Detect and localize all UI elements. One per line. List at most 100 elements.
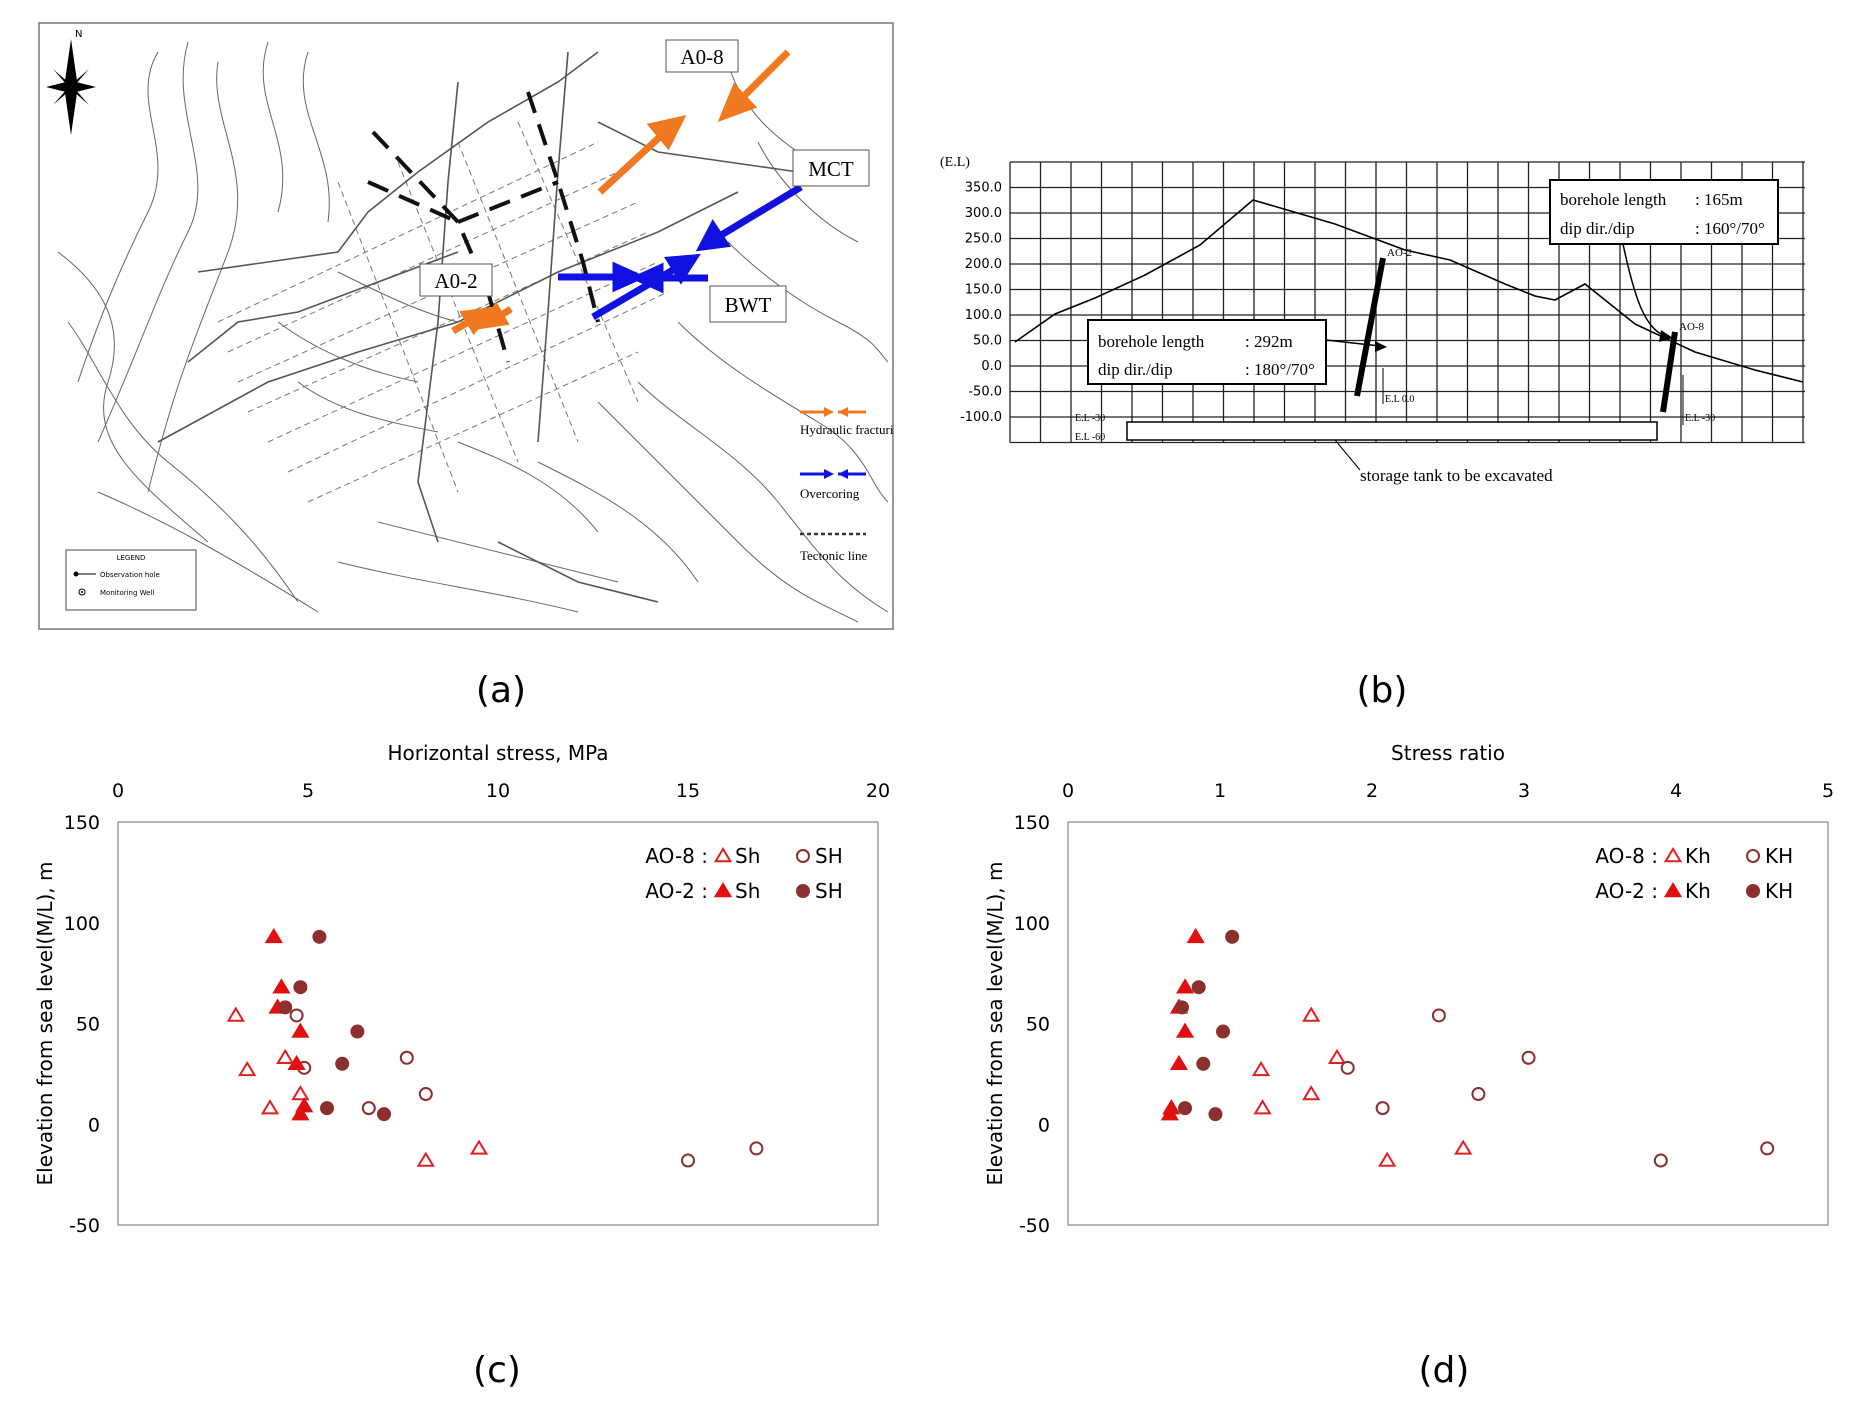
site-map-svg: N A0-8 — [38, 22, 907, 630]
chart-d-point-ao-2-kh — [1169, 1054, 1189, 1071]
hole-label-ao8: AO-8 — [1679, 321, 1705, 333]
section-y-tick-label: -50.0 — [968, 385, 1002, 400]
overcoring-arrows — [558, 184, 803, 321]
hydraulic-legend-label: Hydraulic fracturing — [800, 422, 894, 437]
chart-c-point-ao-8-sh — [361, 1101, 376, 1116]
chart-c-plot-area — [117, 821, 879, 1226]
svg-text:: 292m: : 292m — [1245, 332, 1293, 351]
info-box-ao8: borehole length : 165m dip dir./dip : 16… — [1549, 179, 1779, 245]
chart-c-legend-label: Sh — [735, 879, 760, 903]
chart-c-x-tick-label: 15 — [676, 780, 700, 802]
chart-d-y-tick-label: 150 — [1014, 812, 1050, 834]
svg-text:A0-8: A0-8 — [680, 45, 723, 69]
chart-d-point-ao-2-kh — [1178, 1101, 1193, 1116]
overcoring-legend-label: Overcoring — [800, 486, 860, 501]
chart-c-x-axis-title: Horizontal stress, MPa — [387, 741, 608, 765]
chart-c-y-tick-label: -50 — [69, 1215, 100, 1237]
chart-c-x-tick-label: 0 — [112, 780, 124, 802]
el-label-30a: E.L -30 — [1075, 413, 1105, 424]
chart-d-point-ao-8-kh — [1521, 1050, 1536, 1065]
chart-c-point-ao-2-sh — [320, 1101, 334, 1116]
chart-d-point-ao-8-kh — [1340, 1060, 1355, 1075]
chart-d-legend-label: Kh — [1685, 844, 1711, 868]
chart-d-y-tick-label: -50 — [1019, 1215, 1050, 1237]
north-arrow: N — [46, 29, 96, 135]
chart-c-point-ao-2-sh — [293, 980, 308, 995]
svg-text:MCT: MCT — [808, 157, 854, 181]
chart-d-legend-label: Kh — [1685, 879, 1711, 903]
chart-c-legend-label: SH — [815, 879, 843, 903]
chart-c-point-ao-8-sh — [260, 1099, 280, 1115]
chart-d-x-axis-title: Stress ratio — [1391, 741, 1505, 765]
caption-d: (d) — [1418, 1350, 1470, 1391]
chart-c-point-ao-2-sh — [291, 1105, 310, 1121]
chart-d-x-tick-label: 2 — [1366, 780, 1378, 802]
section-y-tick-label: 100.0 — [965, 308, 1002, 323]
chart-d-x-tick-label: 4 — [1670, 780, 1682, 802]
chart-d-y-tick-label: 100 — [1014, 913, 1050, 935]
section-y-tick-label: 350.0 — [965, 181, 1002, 196]
chart-c-svg: Horizontal stress, MPa Elevation from sea… — [33, 741, 890, 1237]
section-y-tick-label: 200.0 — [965, 257, 1002, 272]
chart-d-x-tick-label: 0 — [1062, 780, 1074, 802]
svg-text:Observation hole: Observation hole — [100, 571, 160, 579]
chart-c-legend-marker — [796, 884, 810, 898]
tectonic-legend-label: Tectonic line — [800, 548, 868, 563]
caption-b: (b) — [1356, 670, 1408, 711]
chart-c-y-tick-label: 50 — [76, 1014, 100, 1036]
svg-text:: 180°/70°: : 180°/70° — [1245, 360, 1315, 379]
label-a02: A0-2 — [419, 263, 493, 297]
chart-c-point-ao-8-sh — [749, 1141, 764, 1156]
el-label-60: E.L -60 — [1075, 432, 1105, 443]
chart-c-legend-prefix: AO-8 : — [645, 844, 708, 868]
svg-text:LEGEND: LEGEND — [117, 554, 146, 562]
chart-c-legend-marker — [713, 847, 733, 863]
chart-c-point-ao-2-sh — [278, 1000, 293, 1015]
chart-d-point-ao-8-kh — [1375, 1101, 1390, 1116]
svg-text:borehole length: borehole length — [1098, 332, 1205, 351]
section-grid — [1009, 161, 1805, 444]
chart-c-x-tick-label: 20 — [866, 780, 890, 802]
el-label-30b: E.L -30 — [1685, 413, 1715, 424]
chart-c-point-ao-8-sh — [416, 1151, 435, 1167]
el-axis-title: (E.L) — [940, 155, 970, 170]
chart-c-y-tick-label: 150 — [64, 812, 100, 834]
chart-d-point-ao-2-kh — [1186, 927, 1205, 944]
info-box-ao2: borehole length : 292m dip dir./dip : 18… — [1087, 319, 1327, 385]
chart-d-point-ao-8-kh — [1253, 1099, 1272, 1115]
chart-c-legend-label: Sh — [735, 844, 760, 868]
panel-b-cross-section: (E.L) 350.0 300.0 250.0 200.0 150.0 100.0 50.0… — [935, 150, 1815, 500]
panel-a-site-map: N A0-8 — [38, 22, 907, 630]
chart-d-x-tick-label: 5 — [1822, 780, 1834, 802]
arrow-box2-to-ao2 — [1325, 339, 1381, 347]
panel-d-chart: Stress ratio Elevation from sea level(M/L… — [950, 740, 1871, 1300]
section-y-tick-label: 300.0 — [965, 206, 1002, 221]
el-label-0: E.L 0.0 — [1385, 394, 1414, 405]
section-y-ticks: 350.0 300.0 250.0 200.0 150.0 100.0 50.0 0.0 -50… — [960, 181, 1002, 426]
chart-d-point-ao-8-kh — [1378, 1151, 1397, 1167]
svg-text:: 160°/70°: : 160°/70° — [1695, 219, 1765, 238]
north-label: N — [75, 29, 82, 40]
chart-c-x-tick-label: 5 — [302, 780, 314, 802]
contour-lines — [57, 41, 889, 623]
chart-c-y-tick-label: 100 — [64, 913, 100, 935]
chart-d-point-ao-8-kh — [1327, 1048, 1347, 1065]
section-y-tick-label: 0.0 — [981, 359, 1002, 374]
chart-d-point-ao-2-kh — [1175, 1000, 1189, 1015]
chart-d-y-axis-title: Elevation from sea level(M/L), m — [983, 862, 1007, 1186]
chart-d-point-ao-2-kh — [1208, 1107, 1223, 1122]
chart-c-point-ao-2-sh — [291, 1022, 310, 1038]
svg-text:borehole length: borehole length — [1560, 190, 1667, 209]
chart-d-y-tick-label: 50 — [1026, 1014, 1050, 1036]
chart-c-point-ao-8-sh — [291, 1085, 310, 1101]
section-y-tick-label: -100.0 — [960, 410, 1002, 425]
chart-c-point-ao-2-sh — [312, 929, 327, 944]
terrain-profile — [1014, 199, 1804, 383]
borehole-ao2 — [1354, 257, 1386, 397]
chart-d-point-ao-2-kh — [1216, 1024, 1231, 1039]
side-legend: Hydraulic fracturing Overcoring Tectonic… — [800, 407, 907, 563]
section-y-tick-label: 150.0 — [965, 283, 1002, 298]
storage-tank — [1126, 421, 1658, 441]
chart-c-point-ao-2-sh — [287, 1054, 306, 1071]
borehole-ao8 — [1660, 331, 1678, 413]
